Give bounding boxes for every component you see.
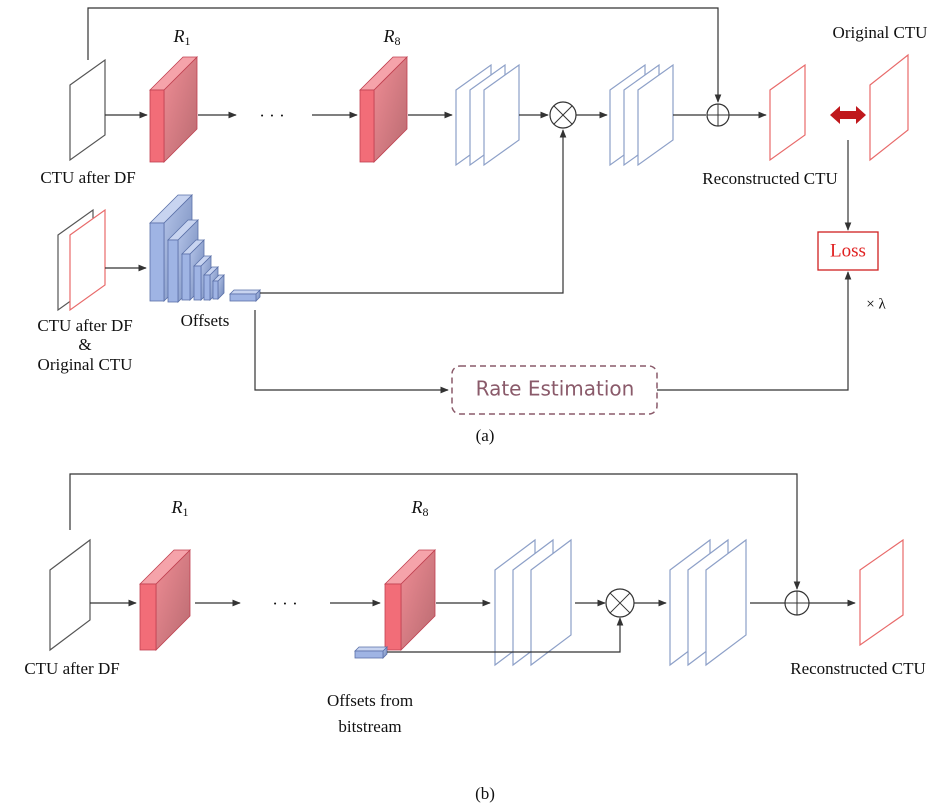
symbol: R (173, 26, 185, 46)
ellipsis: · · · (272, 594, 297, 613)
block-front (182, 254, 190, 300)
symbol: R (171, 497, 183, 517)
block-front (150, 90, 164, 162)
block-front (385, 584, 401, 650)
shapes (50, 8, 908, 665)
compare-arrow (830, 106, 866, 124)
r1-label: R1 (171, 497, 189, 519)
block-top (230, 290, 260, 294)
frame (860, 540, 903, 645)
arrow (260, 130, 563, 293)
offsets-label: Offsets from (327, 691, 413, 710)
reconstructed-label: Reconstructed CTU (790, 659, 926, 678)
ellipsis: · · · (259, 106, 284, 125)
panel-label: (b) (475, 784, 495, 803)
block-front (230, 294, 256, 301)
frame (770, 65, 805, 160)
index: 8 (395, 34, 401, 48)
block-front (204, 275, 210, 300)
original-label: Original CTU (833, 23, 928, 42)
block-front (213, 281, 218, 299)
input-label: CTU after DF (24, 659, 119, 678)
diagram: R1 R8 · · · CTU after DF Original CTU Re… (0, 0, 938, 811)
rate-estimation: Rate Estimation (476, 377, 635, 401)
block-top (355, 647, 387, 651)
arrow (255, 310, 448, 390)
block-front (140, 584, 156, 650)
input2-label: Original CTU (38, 355, 133, 374)
frame (70, 60, 105, 160)
r1-label: R1 (173, 26, 191, 48)
input2-label: CTU after DF (37, 316, 132, 335)
r8-label: R8 (383, 26, 401, 48)
index: 1 (185, 34, 191, 48)
lambda: × λ (866, 296, 886, 312)
offsets-label: bitstream (338, 717, 401, 736)
input-label: CTU after DF (40, 168, 135, 187)
reconstructed-label: Reconstructed CTU (702, 169, 838, 188)
block-front (360, 90, 374, 162)
symbol: R (383, 26, 395, 46)
loss: Loss (830, 240, 866, 261)
block-front (168, 240, 178, 302)
symbol: R (411, 497, 423, 517)
r8-label: R8 (411, 497, 429, 519)
panel-label: (a) (476, 426, 495, 445)
arrow (657, 272, 848, 390)
block-front (194, 266, 201, 300)
input2-label: & (78, 335, 91, 354)
frame (50, 540, 90, 650)
block-front (355, 651, 383, 658)
index: 8 (423, 505, 429, 519)
index: 1 (183, 505, 189, 519)
frame (870, 55, 908, 160)
offsets-label: Offsets (181, 311, 230, 330)
block-front (150, 223, 164, 301)
